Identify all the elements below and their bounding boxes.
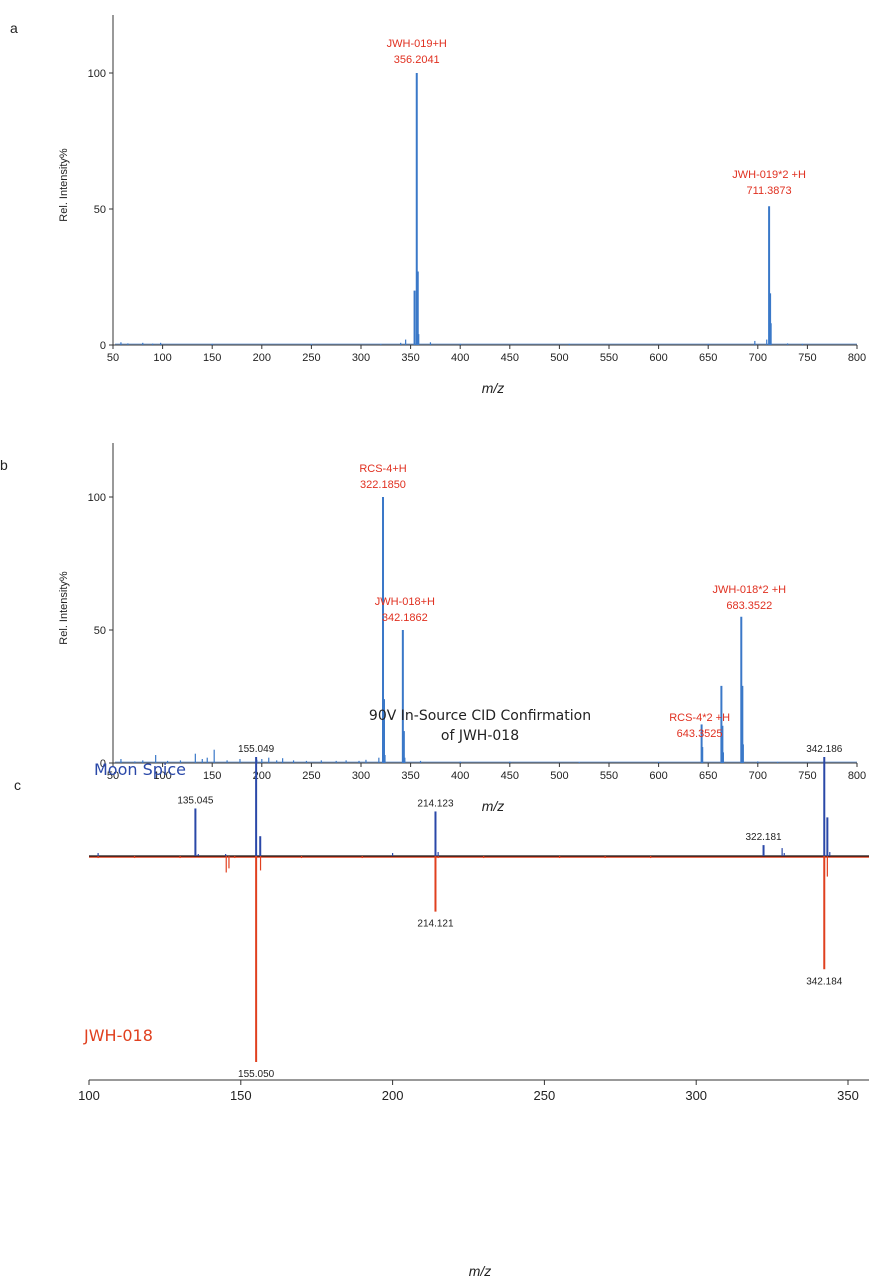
x-tick-label: 350 (837, 1088, 859, 1103)
x-tick-label: 650 (699, 770, 717, 782)
x-tick-label: 200 (382, 1088, 404, 1103)
panel-letter: b (0, 457, 8, 473)
y-tick-label: 100 (88, 492, 106, 504)
peak-annotation-name: RCS-4*2 +H (669, 712, 730, 724)
x-tick-label: 50 (107, 352, 119, 364)
x-tick-label: 700 (749, 352, 767, 364)
x-tick-label: 50 (107, 770, 119, 782)
x-tick-label: 250 (302, 352, 320, 364)
x-tick-label: 200 (253, 352, 271, 364)
peak-label: 214.123 (417, 798, 454, 809)
peak-annotation-name: JWH-018*2 +H (712, 584, 786, 596)
peak-label: 322.181 (745, 832, 782, 843)
peak-annotation-mz: 356.2041 (394, 54, 440, 66)
y-tick-label: 50 (94, 625, 106, 637)
x-tick-label: 100 (153, 770, 171, 782)
panel-letter: a (10, 20, 18, 36)
peak-label: 155.050 (238, 1069, 275, 1080)
x-tick-label: 200 (253, 770, 271, 782)
x-tick-label: 600 (649, 352, 667, 364)
x-tick-label: 450 (501, 352, 519, 364)
peak-annotation-name: JWH-019*2 +H (732, 169, 806, 181)
chart-title-line: 90V In-Source CID Confirmation (369, 708, 591, 724)
y-axis-title: Rel. Intensity% (58, 571, 70, 645)
series-legend-moon-spice: Moon Spice (94, 760, 186, 779)
x-tick-label: 700 (749, 770, 767, 782)
x-tick-label: 350 (401, 352, 419, 364)
peak-annotation-name: RCS-4+H (359, 463, 406, 475)
y-tick-label: 0 (100, 340, 106, 352)
panel-c: c 90V In-Source CID Confirmation of JWH-01… (14, 708, 869, 1279)
x-tick-label: 300 (685, 1088, 707, 1103)
peak-label: 342.186 (806, 744, 843, 755)
x-tick-label: 150 (230, 1088, 252, 1103)
x-tick-label: 450 (501, 770, 519, 782)
y-axis-title: Rel. Intensity% (58, 148, 70, 222)
x-tick-label: 500 (550, 770, 568, 782)
peak-annotation-mz: 342.1862 (382, 612, 428, 624)
x-tick-label: 400 (451, 352, 469, 364)
x-tick-label: 500 (550, 352, 568, 364)
x-tick-label: 750 (798, 352, 816, 364)
x-tick-label: 100 (78, 1088, 100, 1103)
peak-annotation-mz: 683.3522 (726, 600, 772, 612)
x-tick-label: 600 (649, 770, 667, 782)
x-tick-label: 400 (451, 770, 469, 782)
x-tick-label: 150 (203, 352, 221, 364)
chart-title-line: of JWH-018 (441, 728, 519, 744)
x-tick-label: 800 (848, 770, 866, 782)
peak-annotation-mz: 322.1850 (360, 479, 406, 491)
peak-annotation-name: JWH-018+H (375, 596, 435, 608)
y-tick-label: 0 (100, 758, 106, 770)
x-axis-title: m/z (482, 380, 505, 396)
x-axis-title: m/z (469, 1263, 492, 1279)
x-tick-label: 150 (203, 770, 221, 782)
peak-annotation-mz: 643.3525 (677, 728, 723, 740)
x-axis-title: m/z (482, 798, 505, 814)
x-tick-label: 250 (534, 1088, 556, 1103)
x-tick-label: 650 (699, 352, 717, 364)
x-tick-label: 800 (848, 352, 866, 364)
peak-label: 342.184 (806, 976, 843, 987)
peak-annotation-mz: 711.3873 (747, 185, 792, 197)
x-tick-label: 250 (302, 770, 320, 782)
peak-label: 135.045 (177, 795, 214, 806)
y-tick-label: 100 (88, 68, 106, 80)
x-tick-label: 550 (600, 352, 618, 364)
x-tick-label: 350 (401, 770, 419, 782)
x-tick-label: 100 (153, 352, 171, 364)
x-tick-label: 550 (600, 770, 618, 782)
x-tick-label: 750 (798, 770, 816, 782)
peak-label: 155.049 (238, 744, 275, 755)
x-tick-label: 300 (352, 352, 370, 364)
series-legend-jwh-018: JWH-018 (83, 1026, 153, 1045)
x-tick-label: 300 (352, 770, 370, 782)
panel-letter: c (14, 777, 21, 793)
peak-label: 214.121 (417, 919, 454, 930)
y-tick-label: 50 (94, 204, 106, 216)
peak-annotation-name: JWH-019+H (387, 38, 447, 50)
